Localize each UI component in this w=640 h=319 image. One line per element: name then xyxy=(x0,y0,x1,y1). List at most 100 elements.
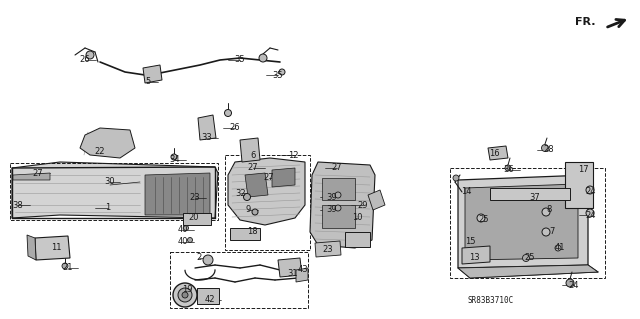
Text: 17: 17 xyxy=(578,166,588,174)
Text: 16: 16 xyxy=(489,149,499,158)
Text: 43: 43 xyxy=(298,265,308,275)
Circle shape xyxy=(335,192,341,198)
Circle shape xyxy=(453,175,459,181)
Circle shape xyxy=(542,228,550,236)
Circle shape xyxy=(586,209,594,217)
Polygon shape xyxy=(272,168,295,187)
Text: 39: 39 xyxy=(326,205,337,214)
Circle shape xyxy=(173,283,197,307)
Text: 30: 30 xyxy=(105,177,115,187)
Polygon shape xyxy=(278,258,302,277)
Text: 2: 2 xyxy=(196,254,202,263)
Bar xyxy=(230,228,260,240)
Text: 31: 31 xyxy=(288,269,298,278)
Text: 25: 25 xyxy=(479,216,489,225)
Text: 24: 24 xyxy=(569,280,579,290)
Circle shape xyxy=(252,209,258,215)
Text: 35: 35 xyxy=(235,56,245,64)
Text: 7: 7 xyxy=(549,227,555,236)
Text: 42: 42 xyxy=(205,295,215,305)
Text: 24: 24 xyxy=(586,211,596,219)
Circle shape xyxy=(182,292,188,298)
Polygon shape xyxy=(198,115,216,140)
Polygon shape xyxy=(245,173,268,197)
Text: 39: 39 xyxy=(326,192,337,202)
Text: 18: 18 xyxy=(246,227,257,236)
Text: 40: 40 xyxy=(178,226,188,234)
Bar xyxy=(183,213,211,225)
Text: 20: 20 xyxy=(189,213,199,222)
Text: 23: 23 xyxy=(323,246,333,255)
Bar xyxy=(490,188,570,200)
Text: 1: 1 xyxy=(106,204,111,212)
Text: 28: 28 xyxy=(544,145,554,154)
Circle shape xyxy=(335,205,341,211)
Text: 29: 29 xyxy=(358,201,368,210)
Circle shape xyxy=(171,154,177,160)
Polygon shape xyxy=(228,158,305,225)
Polygon shape xyxy=(13,173,50,180)
Circle shape xyxy=(243,194,250,201)
Text: 10: 10 xyxy=(352,213,362,222)
Text: 9: 9 xyxy=(245,205,251,214)
Text: 11: 11 xyxy=(51,242,61,251)
Polygon shape xyxy=(27,235,36,260)
Text: 34: 34 xyxy=(170,155,180,165)
Text: 36: 36 xyxy=(504,166,515,174)
Polygon shape xyxy=(12,162,218,218)
Text: 26: 26 xyxy=(80,56,90,64)
Text: 12: 12 xyxy=(288,151,298,160)
Polygon shape xyxy=(458,175,588,268)
Text: 35: 35 xyxy=(273,70,284,79)
Bar xyxy=(197,288,219,304)
Text: 22: 22 xyxy=(95,147,105,157)
Text: 27: 27 xyxy=(264,174,275,182)
Text: FR.: FR. xyxy=(575,17,596,27)
Text: 23: 23 xyxy=(189,194,200,203)
Text: 14: 14 xyxy=(461,188,471,197)
Text: 32: 32 xyxy=(236,189,246,197)
Text: 26: 26 xyxy=(230,123,240,132)
Circle shape xyxy=(586,186,594,194)
Text: 8: 8 xyxy=(547,205,552,214)
Text: 5: 5 xyxy=(145,78,150,86)
Circle shape xyxy=(184,226,189,231)
Circle shape xyxy=(541,145,548,152)
Circle shape xyxy=(566,279,574,287)
Polygon shape xyxy=(368,190,385,210)
Circle shape xyxy=(225,109,232,116)
Polygon shape xyxy=(80,128,135,158)
Circle shape xyxy=(203,255,213,265)
Text: 27: 27 xyxy=(248,164,259,173)
Circle shape xyxy=(188,238,193,242)
Polygon shape xyxy=(315,241,341,257)
Text: 27: 27 xyxy=(332,164,342,173)
Polygon shape xyxy=(322,205,355,228)
Polygon shape xyxy=(143,65,162,83)
Text: 33: 33 xyxy=(202,133,212,143)
Circle shape xyxy=(522,255,529,262)
Circle shape xyxy=(279,69,285,75)
Text: 15: 15 xyxy=(465,238,476,247)
Text: 19: 19 xyxy=(182,286,192,294)
Circle shape xyxy=(555,245,561,251)
Circle shape xyxy=(62,263,68,269)
Bar xyxy=(345,232,370,247)
Polygon shape xyxy=(240,138,260,162)
Text: 27: 27 xyxy=(33,168,44,177)
Text: 41: 41 xyxy=(555,243,565,253)
Polygon shape xyxy=(145,173,210,215)
Circle shape xyxy=(505,165,511,171)
Text: 21: 21 xyxy=(63,263,73,272)
Text: 38: 38 xyxy=(13,201,24,210)
Text: 25: 25 xyxy=(525,254,535,263)
Text: SR83B3710C: SR83B3710C xyxy=(467,296,513,305)
Circle shape xyxy=(259,54,267,62)
Polygon shape xyxy=(458,265,598,278)
Text: 40: 40 xyxy=(178,238,188,247)
Polygon shape xyxy=(310,162,375,248)
Bar xyxy=(565,162,593,208)
Text: 13: 13 xyxy=(468,254,479,263)
Circle shape xyxy=(477,214,485,222)
Polygon shape xyxy=(35,236,70,260)
